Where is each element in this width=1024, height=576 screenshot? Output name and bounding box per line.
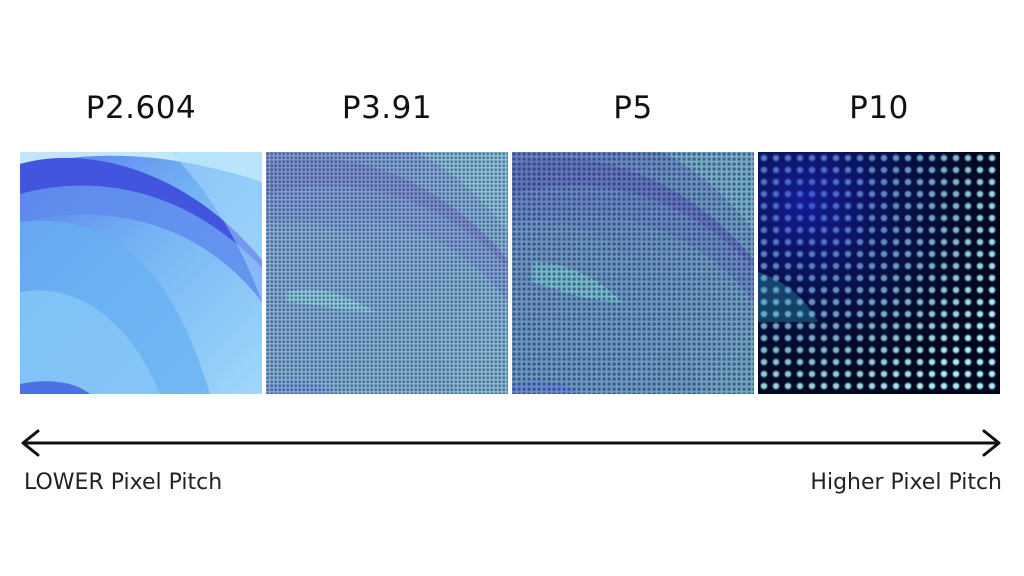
panel-p10 [758, 152, 1000, 394]
panel-p3-91-image [266, 152, 508, 394]
pixel-pitch-panels [20, 152, 1002, 394]
higher-pixel-pitch-label: Higher Pixel Pitch [810, 470, 1002, 495]
panel-p2-604 [20, 152, 262, 394]
panel-p2-604-image [20, 152, 262, 394]
panel-p5-image [512, 152, 754, 394]
pitch-label-p10: P10 [849, 90, 909, 126]
pitch-label-p3-91: P3.91 [341, 90, 433, 126]
pitch-labels: P2.604 P3.91 P5 P10 [20, 86, 1002, 130]
double-arrow-icon [21, 429, 1001, 457]
pitch-scale-arrow [18, 428, 1004, 458]
lower-pixel-pitch-label: LOWER Pixel Pitch [24, 470, 223, 495]
panel-p5 [512, 152, 754, 394]
pitch-label-p2-604: P2.604 [85, 90, 197, 126]
panel-p3-91 [266, 152, 508, 394]
panel-p10-image [758, 152, 1000, 394]
pitch-label-p5: P5 [613, 90, 653, 126]
